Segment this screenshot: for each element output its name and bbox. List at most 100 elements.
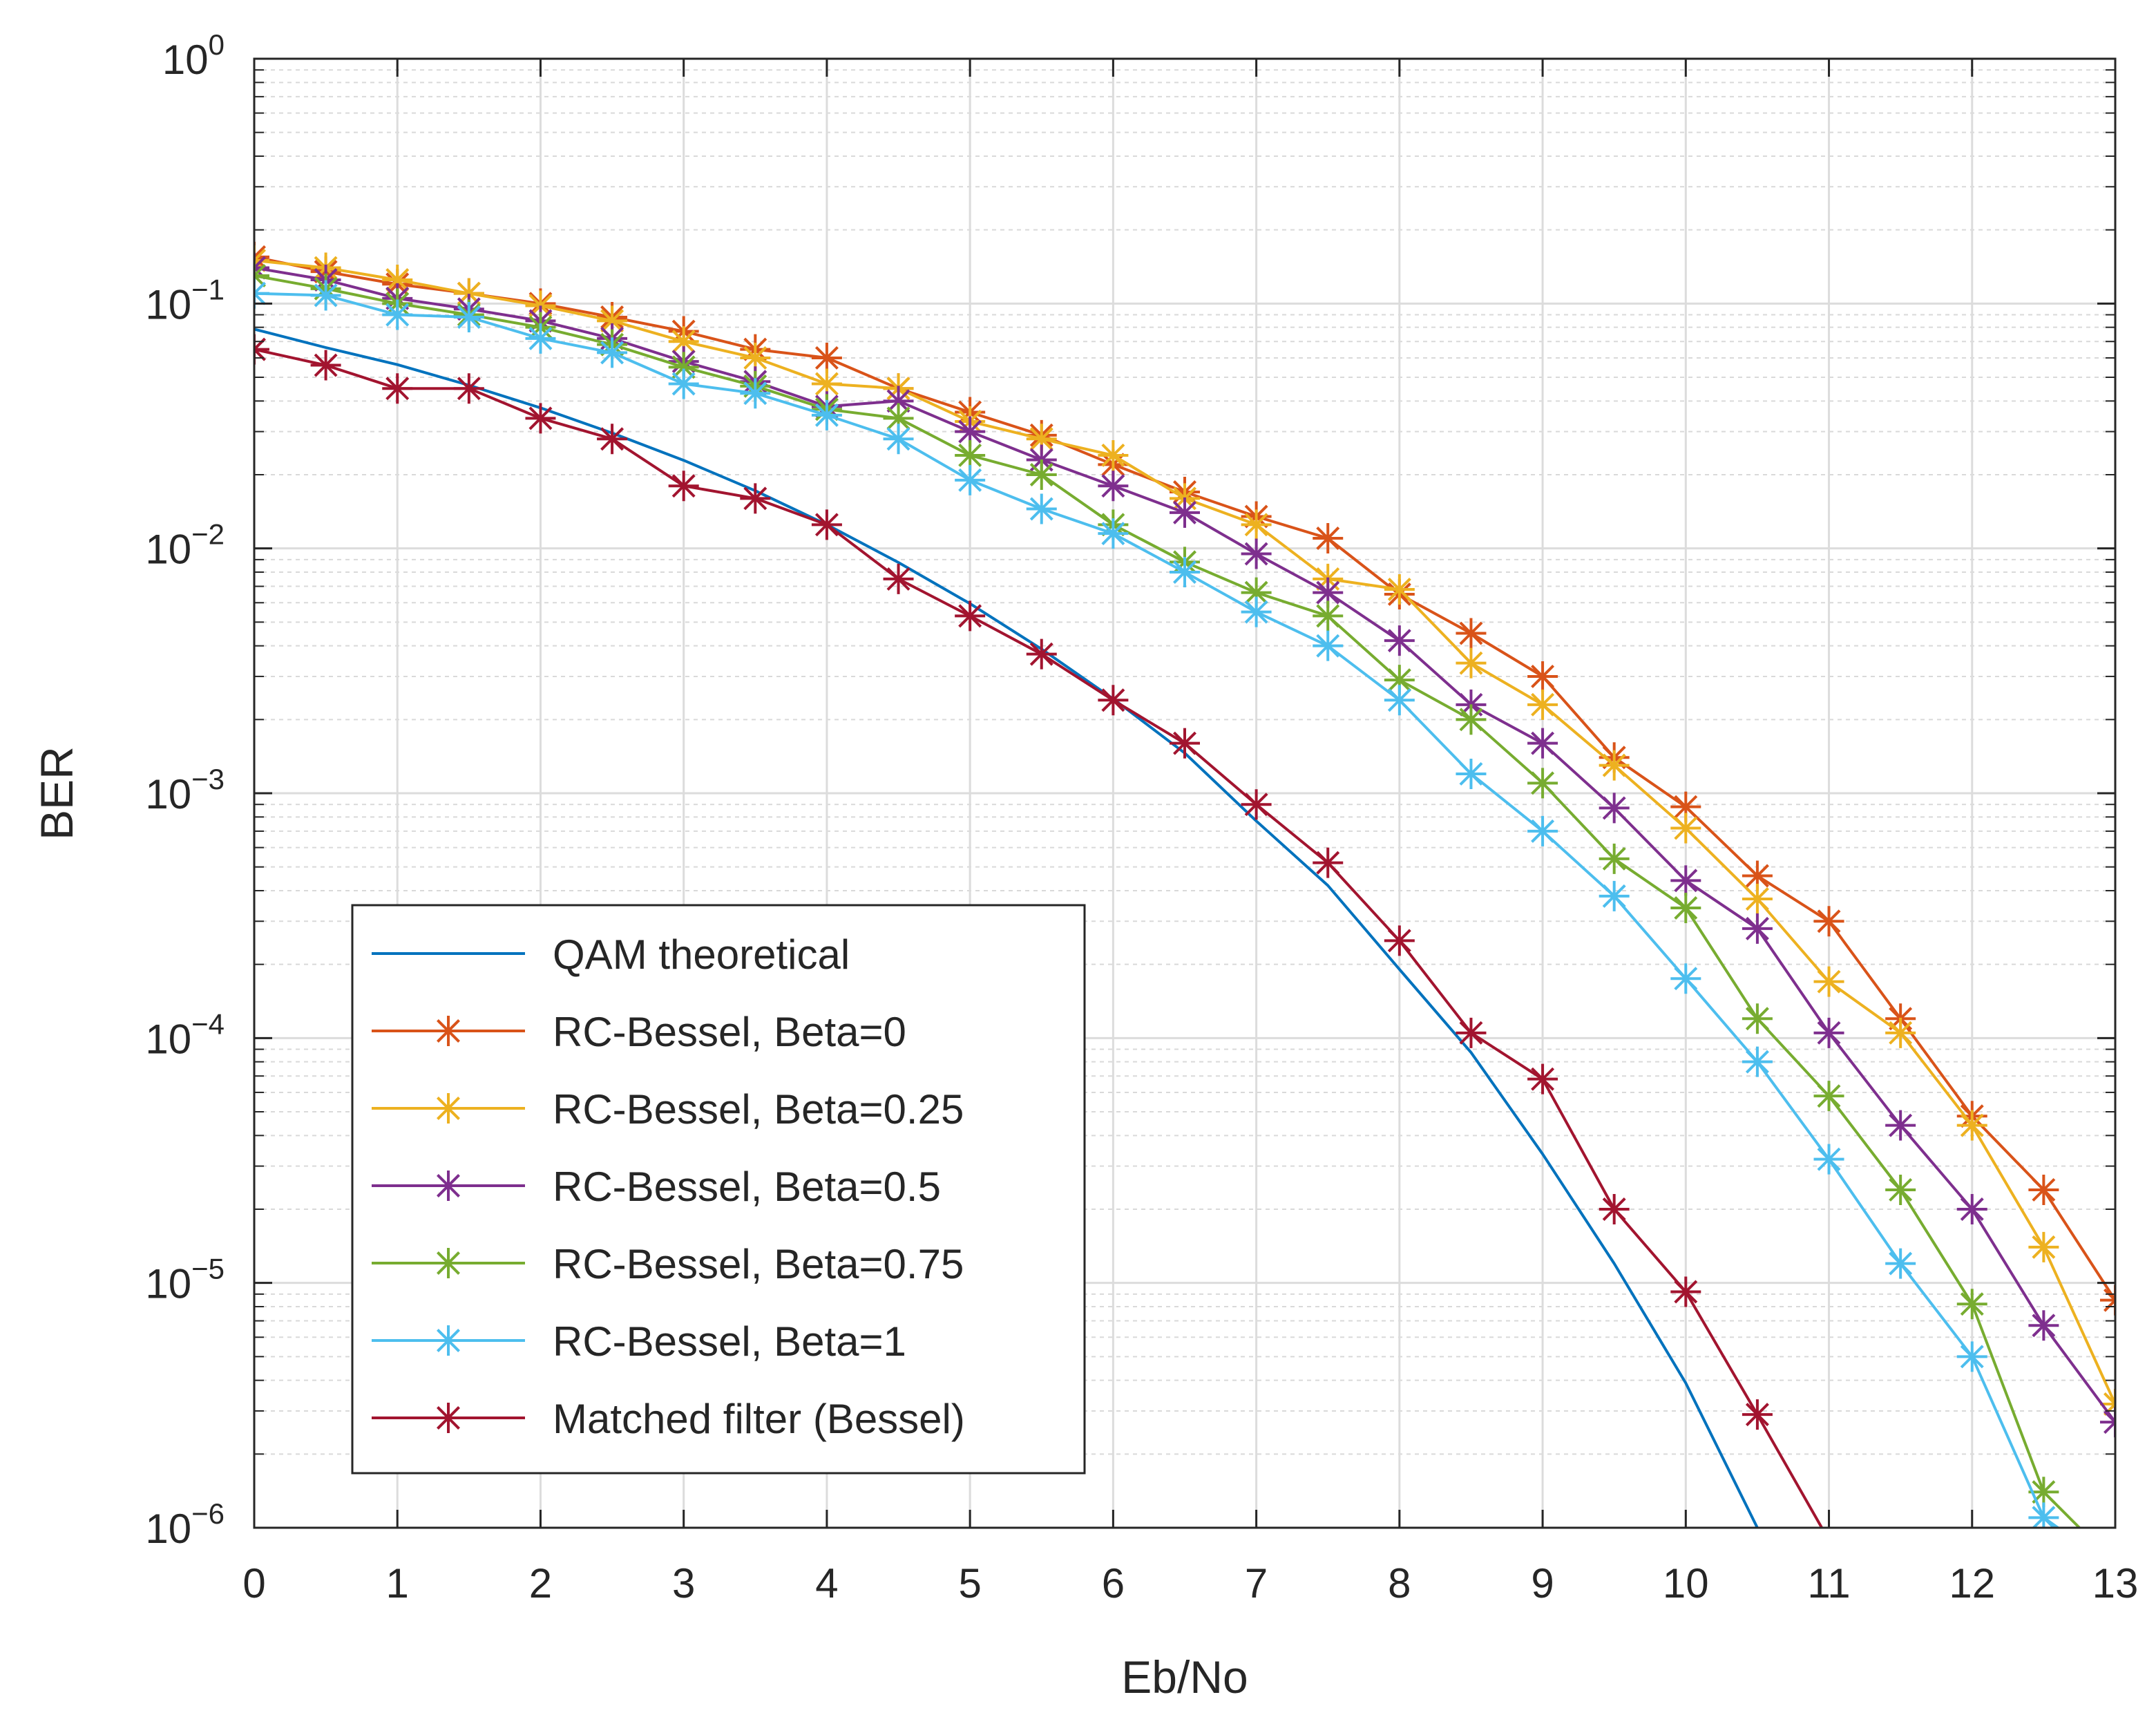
y-tick-label: 10−1 (145, 273, 225, 328)
data-point (1599, 880, 1630, 911)
marker-stroke (1244, 542, 1268, 566)
data-point (668, 368, 699, 399)
legend-entry: QAM theoretical (372, 931, 850, 978)
data-point (2100, 1285, 2115, 1316)
legend-entry: RC-Bessel, Beta=0.75 (372, 1241, 964, 1287)
data-point (1813, 966, 1844, 997)
y-tick-base: 10 (145, 281, 191, 328)
marker-stroke (1531, 1067, 1555, 1091)
y-tick-base: 10 (145, 1506, 191, 1552)
y-tick-exponent: −2 (191, 518, 225, 551)
marker-stroke (1817, 909, 1841, 934)
marker-stroke (437, 1019, 460, 1043)
data-point (1885, 1174, 1916, 1205)
marker-stroke (1674, 795, 1698, 819)
data-point (1527, 768, 1558, 799)
marker-stroke (1960, 1345, 1984, 1369)
marker-stroke (2103, 1298, 2115, 1312)
data-point (1098, 685, 1129, 716)
marker-stroke (1602, 753, 1626, 777)
data-point (883, 403, 914, 434)
y-tick-label: 100 (162, 28, 225, 83)
marker-stroke (1531, 692, 1555, 717)
marker-stroke (1244, 580, 1268, 605)
marker-stroke (1889, 1113, 1913, 1137)
marker-stroke (1960, 1197, 1984, 1221)
data-point (1742, 1003, 1773, 1034)
data-point (1456, 618, 1487, 649)
marker-stroke (1173, 500, 1196, 524)
data-point (1670, 865, 1701, 896)
legend: QAM theoretical RC-Bessel, Beta=0 RC-Besse… (351, 904, 1086, 1475)
marker-stroke (254, 291, 266, 305)
legend-label: RC-Bessel, Beta=0.5 (553, 1164, 941, 1210)
data-point (1599, 750, 1630, 781)
data-point (254, 278, 269, 309)
marker-stroke (314, 283, 338, 307)
x-tick-label: 6 (1102, 1560, 1125, 1607)
x-tick-label: 9 (1531, 1560, 1554, 1607)
marker-stroke (1244, 600, 1268, 624)
data-point (1170, 557, 1200, 588)
data-point (2028, 1174, 2059, 1205)
legend-label: RC-Bessel, Beta=0 (553, 1009, 906, 1055)
series (254, 241, 2115, 1528)
data-point (433, 1248, 464, 1278)
marker-stroke (1459, 761, 1483, 786)
marker-stroke (743, 381, 767, 406)
data-point (1384, 574, 1415, 605)
marker-stroke (1316, 604, 1340, 628)
data-point (1956, 1341, 1987, 1372)
marker-stroke (671, 474, 696, 498)
data-point (1313, 847, 1344, 878)
data-point (1456, 758, 1487, 789)
data-point (1956, 1289, 1987, 1320)
marker-stroke (457, 305, 481, 329)
legend-label: QAM theoretical (553, 931, 850, 978)
data-point (1527, 815, 1558, 846)
data-point (1026, 424, 1057, 455)
marker-stroke (1029, 497, 1053, 521)
marker-stroke (1817, 1084, 1841, 1108)
y-axis-label: BER (31, 746, 82, 840)
marker-stroke (1387, 629, 1411, 653)
marker-stroke (528, 326, 553, 350)
legend-entry: Matched filter (Bessel) (372, 1396, 965, 1442)
marker-stroke (1602, 884, 1626, 908)
marker-stroke (886, 567, 910, 591)
marker-stroke (2103, 1410, 2115, 1424)
marker-stroke (1316, 634, 1340, 658)
marker-stroke (671, 372, 696, 396)
y-tick-exponent: −6 (191, 1497, 225, 1530)
data-point (1599, 793, 1630, 824)
marker-stroke (1745, 887, 1769, 911)
data-point (597, 424, 628, 455)
data-point (1670, 813, 1701, 844)
x-tick-label: 0 (242, 1560, 265, 1607)
data-point (1670, 963, 1701, 994)
marker-stroke (1674, 816, 1698, 840)
marker-stroke (437, 1097, 460, 1120)
marker-stroke (437, 1174, 460, 1197)
data-point (1098, 518, 1129, 549)
data-point (1813, 1017, 1844, 1048)
data-point (1527, 728, 1558, 759)
data-point (1670, 893, 1701, 924)
data-point (433, 1171, 464, 1201)
x-tick-label: 1 (386, 1560, 409, 1607)
marker-stroke (600, 427, 624, 451)
marker-stroke (2103, 1420, 2115, 1434)
marker-stroke (1101, 474, 1125, 498)
marker-stroke (743, 486, 767, 511)
series-matched-filter-bessel- (254, 334, 1823, 1528)
y-tick-exponent: −5 (191, 1253, 225, 1285)
data-point (1313, 522, 1344, 553)
legend-label: RC-Bessel, Beta=0.75 (553, 1241, 964, 1287)
data-point (1742, 1399, 1773, 1430)
data-point (1313, 630, 1344, 661)
marker-stroke (958, 468, 982, 492)
x-tick-label: 3 (672, 1560, 695, 1607)
data-point (1384, 665, 1415, 696)
marker-stroke (1101, 688, 1125, 712)
